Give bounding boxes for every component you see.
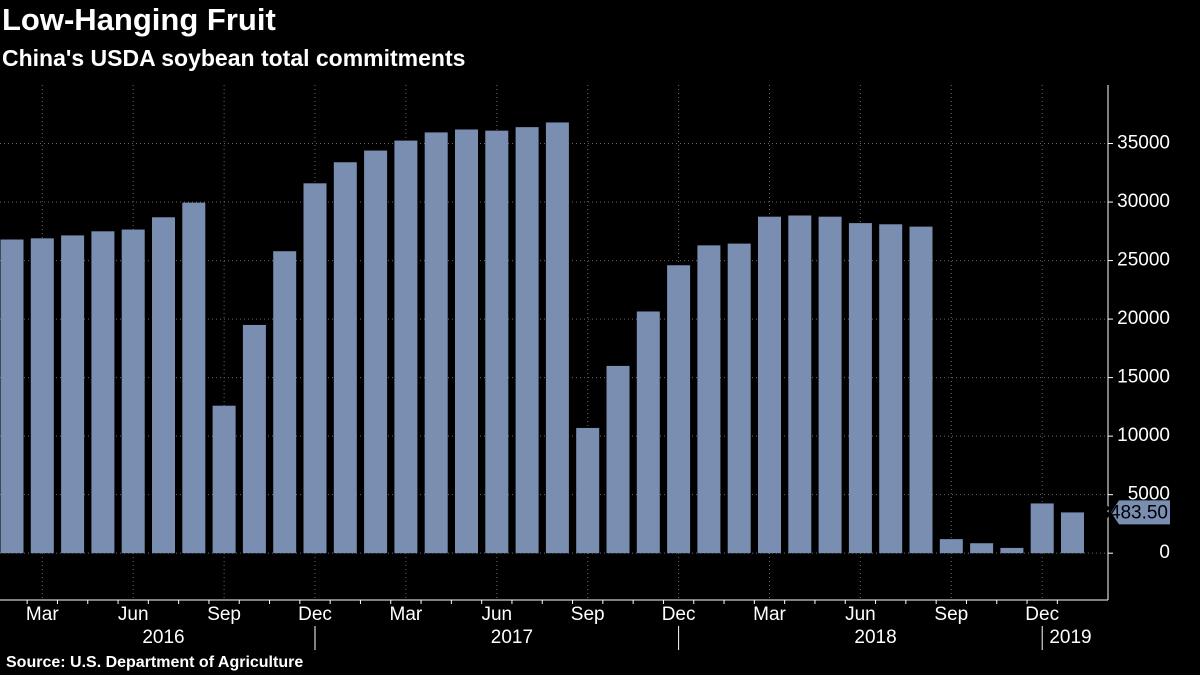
y-tick-label: 0 xyxy=(1159,542,1170,563)
value-label: 3483.50 xyxy=(1099,502,1168,523)
bar xyxy=(212,405,236,554)
bar xyxy=(697,245,721,554)
bar xyxy=(152,217,175,554)
bar xyxy=(606,365,630,554)
x-tick-label: Jun xyxy=(118,604,149,625)
bar xyxy=(30,238,54,554)
bar xyxy=(909,226,933,554)
y-tick-label: 35000 xyxy=(1117,133,1170,154)
bar xyxy=(545,122,569,554)
chart-title: Low-Hanging Fruit xyxy=(2,2,276,37)
bar xyxy=(394,140,418,554)
y-tick-label: 25000 xyxy=(1117,250,1170,271)
x-tick-label: Jun xyxy=(481,604,512,625)
year-label: 2018 xyxy=(854,627,896,648)
bar xyxy=(939,539,963,554)
value-label-box xyxy=(1111,500,1170,525)
x-tick-label: Mar xyxy=(26,604,59,625)
x-tick-label: Sep xyxy=(207,604,241,625)
bar xyxy=(636,311,660,554)
bar xyxy=(818,216,842,554)
bar xyxy=(0,239,24,554)
x-tick-label: Mar xyxy=(753,604,786,625)
bar xyxy=(61,235,85,554)
year-label: 2019 xyxy=(1049,627,1091,648)
bar xyxy=(515,127,539,554)
chart-subtitle: China's USDA soybean total commitments xyxy=(2,45,465,71)
bar xyxy=(273,251,297,554)
bar xyxy=(758,216,781,554)
y-tick-label: 20000 xyxy=(1117,308,1170,329)
y-tick-label: 30000 xyxy=(1117,191,1170,212)
x-tick-label: Sep xyxy=(571,604,605,625)
year-label: 2016 xyxy=(142,627,184,648)
bar xyxy=(121,229,145,554)
year-label: 2017 xyxy=(491,627,533,648)
bar xyxy=(485,130,509,554)
bar xyxy=(1030,503,1054,554)
bar xyxy=(848,223,872,554)
source: Source: U.S. Department of Agriculture xyxy=(6,654,303,671)
x-tick-label: Dec xyxy=(298,604,332,625)
bar xyxy=(333,162,357,554)
bar xyxy=(879,224,903,554)
x-tick-label: Dec xyxy=(662,604,696,625)
bar xyxy=(455,129,478,554)
bar xyxy=(364,150,388,554)
bar xyxy=(1061,512,1084,554)
x-tick-label: Jun xyxy=(845,604,876,625)
x-tick-label: Dec xyxy=(1025,604,1059,625)
bar xyxy=(667,265,691,554)
bar xyxy=(727,243,751,554)
bar xyxy=(576,427,600,554)
bar xyxy=(788,215,812,554)
x-tick-label: Sep xyxy=(934,604,968,625)
bar xyxy=(91,231,115,554)
bar xyxy=(970,543,994,554)
bar xyxy=(242,324,266,554)
bar xyxy=(424,132,448,554)
bar xyxy=(182,202,206,554)
bar xyxy=(303,183,327,554)
y-tick-label: 5000 xyxy=(1128,484,1170,505)
x-tick-label: Mar xyxy=(390,604,423,625)
y-tick-label: 15000 xyxy=(1117,367,1170,388)
y-tick-label: 10000 xyxy=(1117,425,1170,446)
bar xyxy=(1000,547,1024,554)
